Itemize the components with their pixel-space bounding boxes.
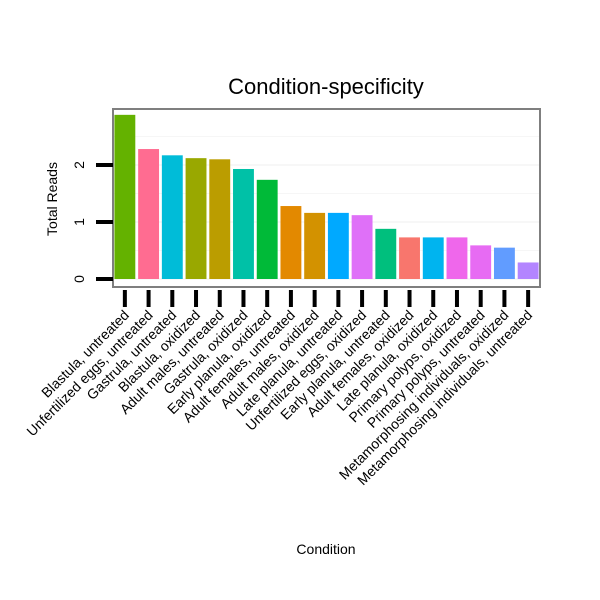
y-tick-label: 0 bbox=[71, 275, 87, 283]
chart-title: Condition-specificity bbox=[228, 74, 424, 99]
y-tick-label: 2 bbox=[71, 161, 87, 169]
y-axis-title: Total Reads bbox=[44, 162, 60, 236]
bar bbox=[256, 179, 278, 279]
bar bbox=[375, 228, 397, 279]
bar bbox=[209, 159, 231, 279]
x-axis-title: Condition bbox=[296, 541, 355, 557]
bar bbox=[351, 215, 373, 279]
bar bbox=[161, 155, 183, 279]
bar bbox=[114, 114, 136, 279]
bar bbox=[304, 212, 326, 279]
bar bbox=[470, 245, 492, 279]
bar bbox=[422, 237, 444, 279]
bar bbox=[327, 212, 349, 279]
bar bbox=[399, 237, 420, 279]
bar bbox=[185, 158, 207, 279]
bar bbox=[493, 247, 515, 279]
plot-border bbox=[112, 108, 541, 288]
bar bbox=[233, 168, 254, 279]
bar bbox=[138, 149, 160, 279]
y-tick-label: 1 bbox=[71, 218, 87, 226]
bar bbox=[280, 206, 302, 279]
bar bbox=[517, 262, 539, 279]
bar bbox=[446, 237, 468, 279]
